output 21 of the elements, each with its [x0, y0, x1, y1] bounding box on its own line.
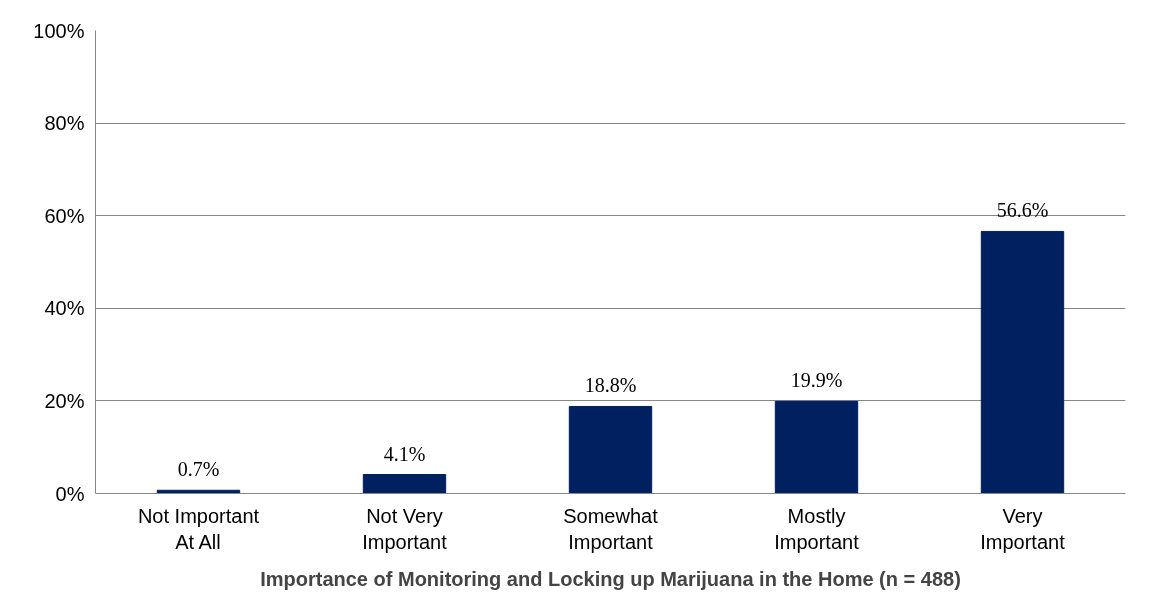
y-tick-label: 20%: [44, 389, 85, 412]
x-tick-label: Not Important At All: [137, 504, 260, 553]
x-tick-label: Somewhat Important: [563, 504, 659, 553]
y-tick-label: 80%: [44, 112, 85, 135]
x-axis-title: Importance of Monitoring and Locking up Marijuana in the Home (n = 488): [260, 567, 961, 590]
data-label: 19.9%: [790, 369, 843, 392]
y-tick-label: 100%: [33, 19, 85, 42]
y-tick-label: 0%: [55, 482, 85, 505]
x-tick-label: Not Very Important: [362, 504, 448, 553]
data-label: 56.6%: [996, 199, 1049, 222]
data-label: 4.1%: [383, 442, 426, 465]
bar: [980, 230, 1065, 494]
y-tick-label: 40%: [44, 297, 85, 320]
x-tick-label: Very Important: [980, 504, 1066, 553]
bar: [774, 400, 859, 494]
x-tick-label: Mostly Important: [774, 504, 860, 553]
bar: [568, 405, 653, 494]
data-label: 0.7%: [177, 458, 220, 481]
bar: [362, 474, 447, 494]
y-tick-label: 60%: [44, 204, 85, 227]
data-label: 18.8%: [584, 374, 637, 397]
